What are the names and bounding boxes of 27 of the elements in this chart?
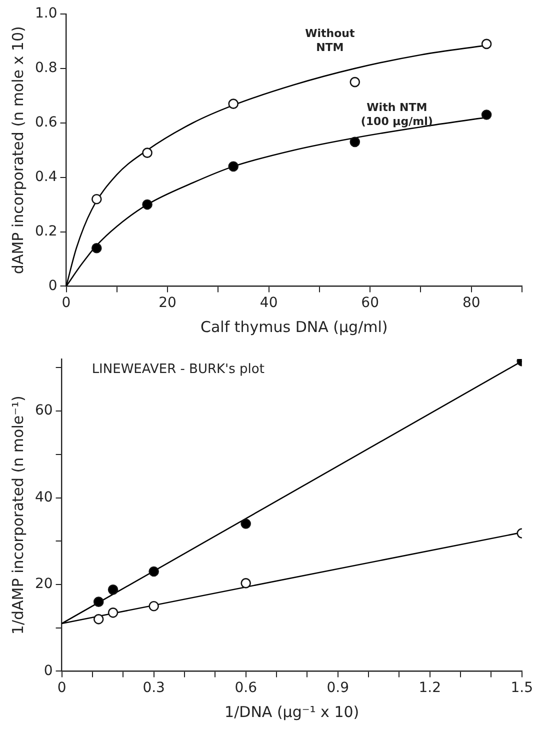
y-tick-label: 0.4 — [35, 168, 58, 185]
x-axis-title: Calf thymus DNA (µg/ml) — [200, 318, 388, 336]
x-tick-label: 1.5 — [510, 680, 533, 696]
y-tick-label: 60 — [34, 402, 53, 419]
x-tick-label: 1.2 — [418, 680, 441, 696]
y-tick-label: 0.8 — [35, 60, 58, 76]
y-axis-title: 1/dAMP incorporated (n mole⁻¹) — [8, 396, 27, 635]
y-tick-label: 0.2 — [35, 223, 58, 240]
series-label: With NTM (100 µg/ml) — [360, 100, 433, 128]
chart-title: LINEWEAVER - BURK's plot — [92, 362, 264, 377]
x-tick-label: 0 — [62, 295, 71, 312]
x-tick-label: 0.3 — [142, 680, 165, 696]
y-tick-label: 0.6 — [35, 114, 58, 131]
text: Without NTM — [305, 26, 355, 54]
x-axis-title: 1/DNA (µg⁻¹ x 10) — [224, 702, 360, 721]
y-tick-label: 1.0 — [35, 6, 58, 22]
x-tick-label: 0.6 — [234, 680, 258, 696]
x-tick-label: 60 — [361, 295, 379, 312]
y-axis-title: dAMP incorporated (n mole x 10) — [8, 26, 27, 274]
y-tick-label: 0 — [44, 662, 53, 679]
x-tick-label: 0.9 — [326, 680, 349, 696]
y-tick-label: 20 — [34, 576, 53, 592]
y-tick-label: 0 — [48, 278, 58, 294]
x-tick-label: 80 — [462, 295, 480, 312]
x-tick-label: 40 — [260, 295, 278, 312]
y-tick-label: 40 — [34, 489, 53, 506]
x-tick-label: 20 — [158, 295, 176, 312]
